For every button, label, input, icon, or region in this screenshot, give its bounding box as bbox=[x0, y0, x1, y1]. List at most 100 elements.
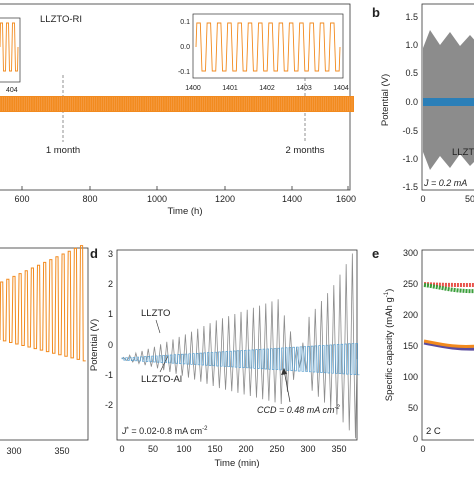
d-xtick-100: 100 bbox=[176, 444, 191, 454]
e-ylabel-text: Specific capacity (mAh g bbox=[384, 297, 395, 401]
b-ytick-neg1.0: -1.0 bbox=[402, 154, 418, 164]
panel-a-label: LLZTO-RI bbox=[40, 14, 82, 25]
panel-b-series-label: LLZT bbox=[452, 147, 474, 158]
panel-b-ylabel: Potential (V) bbox=[380, 74, 391, 126]
inset-left-tick: 404 bbox=[6, 87, 18, 94]
label-llzto-leader bbox=[155, 319, 161, 334]
inset-right-trace bbox=[195, 22, 341, 72]
current-note-star: * bbox=[127, 427, 130, 433]
panel-a-xaxis: 600 800 1000 1200 1400 1600 Time (h) bbox=[14, 186, 356, 217]
xtick-label-1600: 1600 bbox=[336, 194, 356, 204]
inset-right-xtick-4: 1403 bbox=[296, 85, 312, 92]
panel-a: LLZTO-RI 404 0.1 0.0 -0.1 1400 1401 1402… bbox=[0, 3, 356, 217]
e-ylabel-sup: -1 bbox=[384, 291, 390, 297]
label-llzto: LLZTO bbox=[141, 308, 170, 319]
current-note-j: J bbox=[121, 426, 127, 436]
e-ytick-50: 50 bbox=[408, 403, 418, 413]
b-xtick-50: 50 bbox=[465, 194, 474, 204]
series-e-orange bbox=[423, 339, 474, 348]
panel-d-yaxis: 3 2 1 0 -1 -2 bbox=[105, 249, 113, 410]
panel-d: d Potential (V) 3 2 1 0 -1 -2 0 50 100 1… bbox=[89, 246, 360, 469]
panel-a-band-texture bbox=[0, 97, 353, 111]
b-ytick-1.0: 1.0 bbox=[405, 40, 418, 50]
panel-b-yaxis: 1.5 1.0 0.5 0.0 -0.5 -1.0 -1.5 bbox=[402, 12, 418, 192]
e-ytick-300: 300 bbox=[403, 248, 418, 258]
d-ytick-3: 3 bbox=[108, 249, 113, 259]
panel-e: e Specific capacity (mAh g-1) 300 250 20… bbox=[372, 246, 474, 454]
d-ytick-2: 2 bbox=[108, 279, 113, 289]
ccd-arrowhead bbox=[281, 368, 287, 375]
panel-d-xaxis: 0 50 100 150 200 250 300 350 Time (min) bbox=[119, 444, 346, 469]
e-ytick-200: 200 bbox=[403, 310, 418, 320]
d-ytick-neg2: -2 bbox=[105, 400, 113, 410]
panel-e-letter: e bbox=[372, 246, 379, 261]
inset-right-ytick-3: -0.1 bbox=[178, 69, 190, 76]
e-ylabel-end: ) bbox=[384, 289, 395, 292]
ccd-arrow bbox=[283, 369, 291, 403]
panel-a-cycling-band bbox=[0, 96, 354, 112]
panel-d-current-note: J* = 0.02-0.8 mA cm-2 bbox=[121, 426, 208, 436]
current-note-sup: -2 bbox=[202, 426, 208, 432]
d-xtick-350: 350 bbox=[331, 444, 346, 454]
ccd-note: CCD = 0.48 mA cm-2 bbox=[257, 405, 340, 415]
panel-a-inset-left: 404 bbox=[0, 17, 21, 94]
xtick-label-800: 800 bbox=[82, 194, 97, 204]
d-ytick-1: 1 bbox=[108, 309, 113, 319]
e-ytick-150: 150 bbox=[403, 341, 418, 351]
panel-e-rate-label: 2 C bbox=[426, 426, 441, 437]
label-llzto-al: LLZTO-Al bbox=[141, 374, 182, 385]
c-xtick-350: 350 bbox=[54, 446, 69, 456]
current-note-rest: = 0.02-0.8 mA cm bbox=[129, 426, 202, 436]
d-ytick-neg1: -1 bbox=[105, 370, 113, 380]
d-xtick-0: 0 bbox=[119, 444, 124, 454]
panel-d-ylabel: Potential (V) bbox=[89, 319, 100, 371]
xtick-label-1000: 1000 bbox=[147, 194, 167, 204]
d-xtick-50: 50 bbox=[148, 444, 158, 454]
panel-a-xlabel: Time (h) bbox=[167, 206, 202, 217]
inset-right-ytick-1: 0.1 bbox=[180, 19, 190, 26]
series-llzto-trace bbox=[121, 253, 358, 439]
panel-b-blue-band bbox=[423, 98, 474, 106]
inset-right-xtick-1: 1400 bbox=[185, 85, 201, 92]
e-ytick-100: 100 bbox=[403, 372, 418, 382]
b-ytick-0.5: 0.5 bbox=[405, 68, 418, 78]
b-xtick-0: 0 bbox=[420, 194, 425, 204]
panel-d-frame bbox=[116, 249, 358, 441]
series-e-green bbox=[423, 283, 474, 294]
b-ytick-neg0.5: -0.5 bbox=[402, 126, 418, 136]
panel-d-letter: d bbox=[90, 246, 98, 261]
marker-1-month: 1 month bbox=[46, 145, 80, 156]
b-ytick-neg1.5: -1.5 bbox=[402, 182, 418, 192]
panel-c-frame bbox=[0, 247, 89, 441]
inset-right-xtick-3: 1402 bbox=[259, 85, 275, 92]
xtick-label-600: 600 bbox=[14, 194, 29, 204]
panel-e-ylabel: Specific capacity (mAh g-1) bbox=[384, 289, 395, 402]
label-llzto-al-leader bbox=[159, 355, 169, 373]
xtick-label-1200: 1200 bbox=[215, 194, 235, 204]
inset-right-xtick-5: 1404 bbox=[333, 85, 349, 92]
e-xtick-0: 0 bbox=[420, 444, 425, 454]
series-llzto-al-trace bbox=[121, 342, 360, 376]
d-ytick-0: 0 bbox=[108, 340, 113, 350]
c-xtick-300: 300 bbox=[6, 446, 21, 456]
panel-a-inset-right: 0.1 0.0 -0.1 1400 1401 1402 1403 1404 bbox=[178, 13, 349, 92]
panel-b-letter: b bbox=[372, 5, 380, 20]
panel-b: b Potential (V) 1.5 1.0 0.5 0.0 -0.5 -1.… bbox=[372, 3, 474, 204]
d-xtick-300: 300 bbox=[300, 444, 315, 454]
panel-d-xlabel: Time (min) bbox=[214, 458, 259, 469]
panel-b-frame bbox=[421, 3, 474, 191]
d-xtick-150: 150 bbox=[207, 444, 222, 454]
inset-left-trace bbox=[0, 22, 19, 72]
panel-e-frame bbox=[421, 249, 474, 441]
inset-right-xtick-2: 1401 bbox=[222, 85, 238, 92]
d-xtick-200: 200 bbox=[238, 444, 253, 454]
ccd-note-text: CCD = 0.48 mA cm bbox=[257, 405, 335, 415]
panel-c: 300 350 bbox=[0, 245, 89, 456]
xtick-label-1400: 1400 bbox=[282, 194, 302, 204]
panel-b-current-note: J = 0.2 mA bbox=[423, 178, 467, 188]
ccd-note-sup: -2 bbox=[334, 405, 340, 411]
inset-right-ytick-2: 0.0 bbox=[180, 44, 190, 51]
e-ytick-0: 0 bbox=[413, 434, 418, 444]
b-ytick-1.5: 1.5 bbox=[405, 12, 418, 22]
